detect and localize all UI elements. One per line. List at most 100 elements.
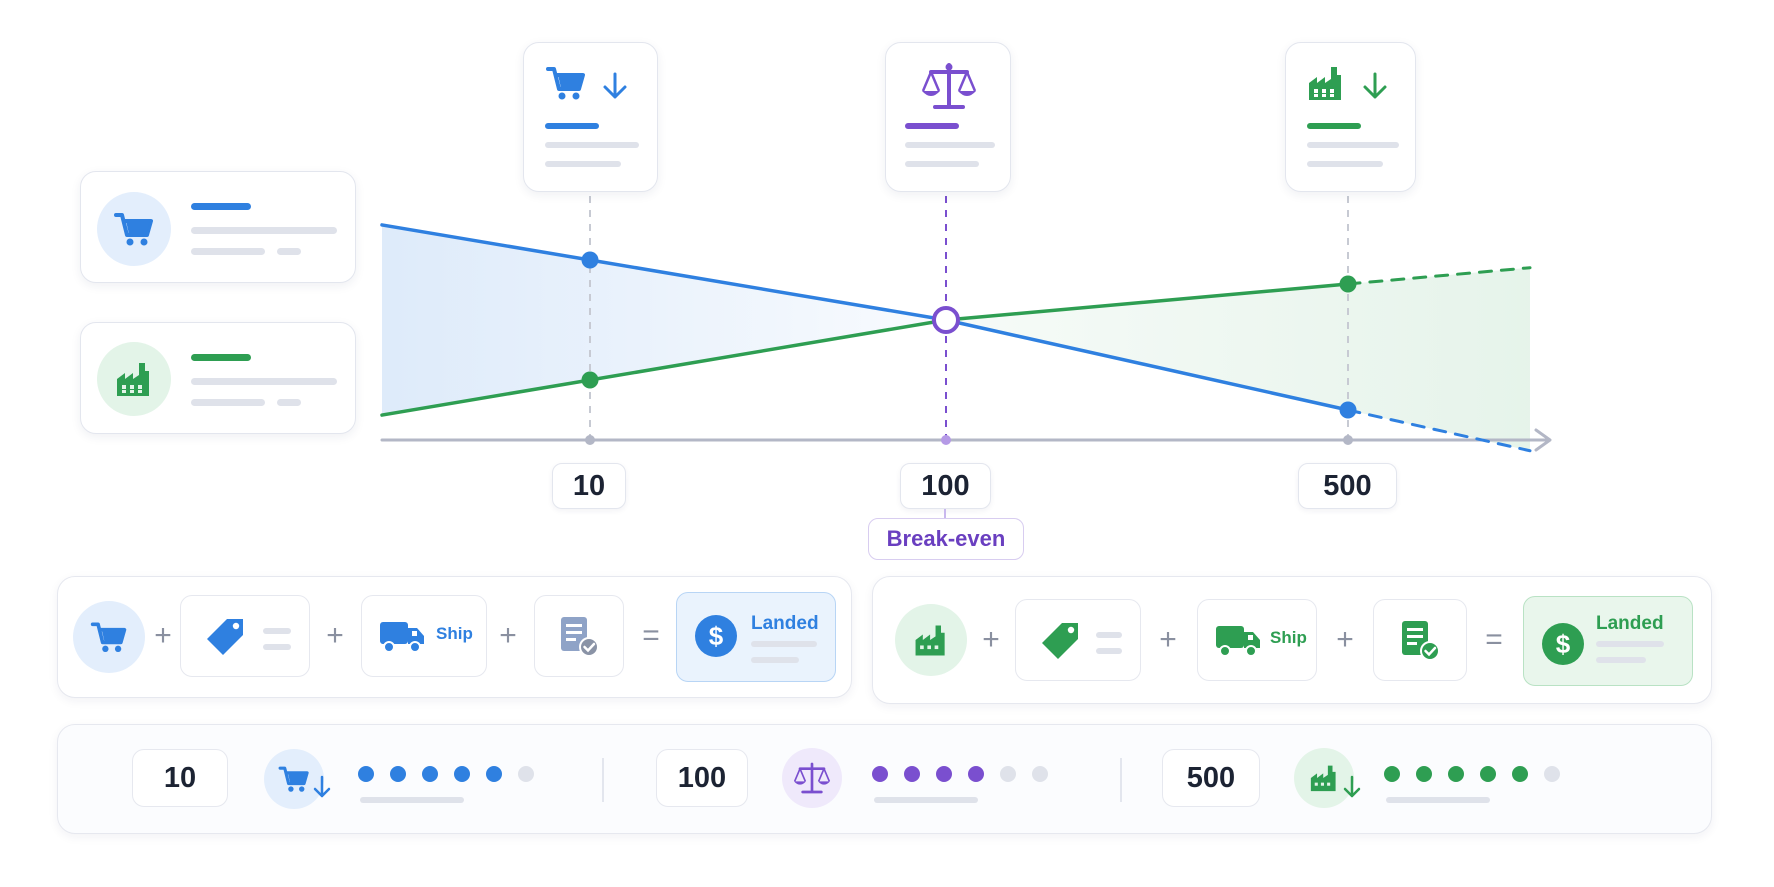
plus-operator: +: [499, 619, 517, 652]
legend-wholesale-accent-bar: [191, 354, 251, 361]
cart-icon: [73, 601, 145, 673]
wholesale-point-10: [581, 371, 599, 389]
cart-icon: [264, 749, 324, 809]
chart-series-lines: [380, 223, 1532, 453]
retail-projection-line: [1346, 408, 1532, 453]
legend-card-wholesale: [80, 322, 356, 434]
legend-card-retail: [80, 171, 356, 283]
factory-icon: [1309, 67, 1341, 100]
retail-point-500: [1339, 401, 1357, 419]
retail-higher-region: [382, 224, 946, 416]
plus-operator: +: [326, 619, 344, 652]
placeholder-line: [191, 399, 265, 406]
wholesale-point-500: [1339, 275, 1357, 293]
placeholder-line: [874, 797, 978, 803]
placeholder-line: [360, 797, 464, 803]
factory-icon: [895, 604, 967, 676]
placeholder-line: [277, 399, 301, 406]
retail-cost-breakdown: + + Ship + = $ Landed: [57, 576, 852, 698]
cost-crossover-chart: [380, 196, 1552, 453]
x-axis-tick-10: [585, 435, 595, 445]
plus-operator: +: [1159, 623, 1177, 656]
summary-divider: [1120, 758, 1122, 802]
summary-quantity: 100: [656, 749, 748, 807]
landed-label: Landed: [751, 613, 819, 634]
level-dot-filled: [904, 766, 920, 782]
placeholder-line: [191, 227, 337, 234]
quantity-summary-strip: 10 100 500: [57, 724, 1712, 834]
placeholder-line: [277, 248, 301, 255]
level-dot-filled: [872, 766, 888, 782]
cart-icon: [546, 67, 585, 100]
document-check-icon: [1402, 621, 1440, 661]
callout-break-even-accent-bar: [905, 123, 959, 129]
shipping-tile: Ship: [1197, 599, 1317, 681]
equals-operator: =: [642, 619, 660, 652]
factory-icon: [1294, 748, 1354, 808]
placeholder-line: [263, 644, 291, 650]
level-dot-filled: [936, 766, 952, 782]
landed-label: Landed: [1596, 613, 1664, 634]
placeholder-line: [1596, 641, 1664, 647]
level-dot-filled: [1480, 766, 1496, 782]
callout-card-retail: [523, 42, 658, 192]
summary-quantity: 10: [132, 749, 228, 807]
level-dot-empty: [1032, 766, 1048, 782]
level-dot-empty: [1544, 766, 1560, 782]
x-tick-label-500: 500: [1298, 463, 1397, 509]
level-dot-filled: [422, 766, 438, 782]
retail-cost-line: [380, 223, 1350, 412]
discount-tile: [1015, 599, 1141, 681]
placeholder-line: [545, 142, 639, 148]
dollar-icon: $: [1542, 623, 1584, 665]
equals-operator: =: [1485, 623, 1503, 656]
placeholder-line: [1096, 648, 1122, 654]
wholesale-higher-region: [946, 267, 1530, 451]
duties-tile: [1373, 599, 1467, 681]
scale-icon: [921, 63, 977, 109]
break-even-point: [932, 306, 960, 334]
landed-cost-tile: $ Landed: [1523, 596, 1693, 686]
level-dot-empty: [518, 766, 534, 782]
truck-icon: [1216, 626, 1260, 657]
chart-series-points: [581, 251, 1357, 445]
factory-icon: [97, 342, 171, 416]
callout-wholesale-accent-bar: [1307, 123, 1361, 129]
level-dot-filled: [1384, 766, 1400, 782]
placeholder-line: [1596, 657, 1646, 663]
x-axis-tick-100: [941, 435, 951, 445]
level-dot-filled: [358, 766, 374, 782]
placeholder-line: [751, 641, 817, 647]
truck-icon: [380, 622, 424, 653]
placeholder-line: [1307, 142, 1399, 148]
tag-icon: [207, 619, 243, 655]
plus-operator: +: [154, 619, 172, 652]
level-dot-empty: [1000, 766, 1016, 782]
tag-icon: [1042, 623, 1078, 659]
ship-label: Ship: [1270, 628, 1307, 647]
duties-tile: [534, 595, 624, 677]
landed-cost-tile: $ Landed: [676, 592, 836, 682]
wholesale-cost-breakdown: + + Ship + = $ Landed: [872, 576, 1712, 704]
placeholder-line: [263, 628, 291, 634]
ship-label: Ship: [436, 624, 473, 643]
legend-retail-accent-bar: [191, 203, 251, 210]
scale-icon: [782, 748, 842, 808]
summary-dots: [1384, 766, 1584, 782]
placeholder-line: [191, 378, 337, 385]
callout-card-wholesale: [1285, 42, 1416, 192]
level-dot-filled: [390, 766, 406, 782]
break-even-connector: [944, 509, 946, 521]
wholesale-projection-line: [1346, 266, 1532, 286]
placeholder-line: [191, 248, 265, 255]
summary-quantity: 500: [1162, 749, 1260, 807]
placeholder-line: [1386, 797, 1490, 803]
level-dot-filled: [1448, 766, 1464, 782]
shipping-tile: Ship: [361, 595, 487, 677]
placeholder-line: [1307, 161, 1383, 167]
plus-operator: +: [982, 623, 1000, 656]
discount-tile: [180, 595, 310, 677]
placeholder-line: [905, 161, 979, 167]
retail-point-10: [581, 251, 599, 269]
x-axis: [380, 428, 1552, 452]
